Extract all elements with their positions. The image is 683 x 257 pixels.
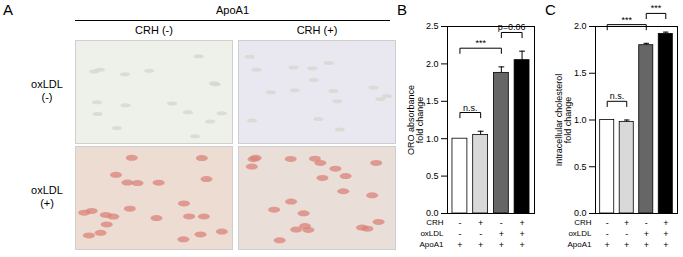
svg-text:+: + — [644, 240, 649, 250]
html-text:B: B — [397, 1, 407, 18]
html-text:CRH (+): CRH (+) — [296, 24, 338, 36]
svg-text:***: *** — [651, 3, 662, 13]
svg-text:0.0: 0.0 — [574, 208, 587, 218]
svg-text:2.5: 2.5 — [426, 21, 439, 31]
svg-text:+: + — [624, 218, 629, 228]
svg-text:0.5: 0.5 — [426, 171, 439, 181]
html-text:C: C — [545, 1, 556, 18]
svg-text:-: - — [645, 218, 648, 228]
svg-text:-: - — [458, 218, 461, 228]
svg-text:+: + — [519, 229, 524, 239]
svg-text:ApoA1: ApoA1 — [419, 240, 444, 249]
svg-text:+: + — [519, 240, 524, 250]
svg-text:+: + — [663, 229, 668, 239]
html-text:A: A — [3, 1, 13, 18]
svg-text:1.5: 1.5 — [426, 96, 439, 106]
svg-text:+: + — [499, 240, 504, 250]
html-text:CRH (-): CRH (-) — [135, 24, 173, 36]
svg-text:+: + — [663, 240, 668, 250]
svg-text:-: - — [606, 218, 609, 228]
svg-text:CRH: CRH — [574, 218, 592, 227]
svg-text:+: + — [499, 229, 504, 239]
svg-text:***: *** — [475, 38, 486, 48]
svg-text:oxLDL: oxLDL — [420, 229, 444, 238]
svg-text:+: + — [478, 218, 483, 228]
svg-text:2.0: 2.0 — [426, 59, 439, 69]
svg-text:n.s.: n.s. — [610, 91, 625, 101]
svg-text:2.0: 2.0 — [574, 21, 587, 31]
html-text:oxLDL (-): oxLDL (-) — [31, 78, 63, 103]
svg-text:p=0.06: p=0.06 — [498, 22, 526, 32]
svg-text:+: + — [478, 240, 483, 250]
svg-text:-: - — [606, 229, 609, 239]
svg-text:+: + — [644, 229, 649, 239]
svg-text:n.s.: n.s. — [463, 103, 478, 113]
svg-text:0.0: 0.0 — [426, 208, 439, 218]
svg-text:ApoA1: ApoA1 — [567, 240, 592, 249]
svg-text:+: + — [663, 218, 668, 228]
svg-text:+: + — [519, 218, 524, 228]
svg-text:+: + — [605, 240, 610, 250]
svg-text:1.5: 1.5 — [574, 68, 587, 78]
svg-text:+: + — [624, 240, 629, 250]
svg-text:+: + — [457, 240, 462, 250]
svg-text:1.0: 1.0 — [574, 115, 587, 125]
svg-text:Intracellular cholesterolfold: Intracellular cholesterolfold change — [554, 74, 573, 167]
html-text:ApoA1: ApoA1 — [216, 4, 249, 16]
svg-text:-: - — [458, 229, 461, 239]
svg-text:-: - — [625, 229, 628, 239]
svg-text:CRH: CRH — [426, 218, 444, 227]
svg-text:***: *** — [621, 15, 632, 25]
svg-text:-: - — [479, 229, 482, 239]
svg-text:1.0: 1.0 — [426, 134, 439, 144]
html-text:oxLDL (+): oxLDL (+) — [31, 184, 63, 209]
svg-text:0.5: 0.5 — [574, 162, 587, 172]
svg-text:oxLDL: oxLDL — [568, 229, 592, 238]
svg-text:ORO absorbancefold change: ORO absorbancefold change — [406, 85, 425, 155]
svg-text:-: - — [500, 218, 503, 228]
